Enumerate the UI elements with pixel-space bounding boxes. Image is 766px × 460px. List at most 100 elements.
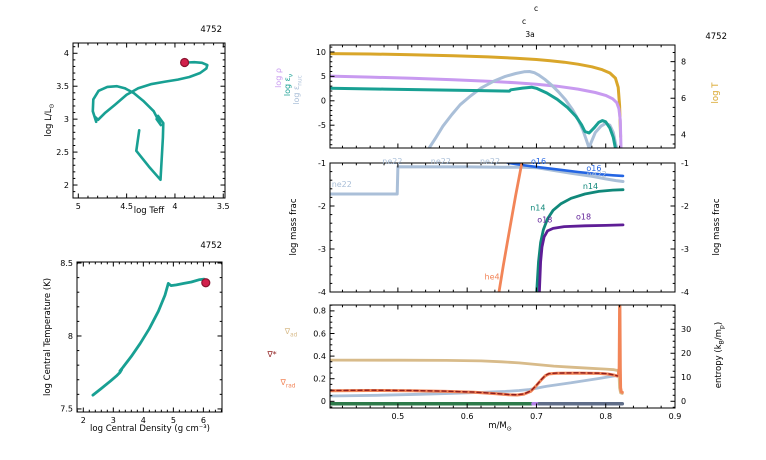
series-ne22 xyxy=(330,165,625,196)
curve-label-n14: n14 xyxy=(583,182,598,191)
label: -5 xyxy=(318,121,326,130)
axis-side-label: ∇rad​ xyxy=(280,378,296,389)
axis-side-label: ∇ad​ xyxy=(284,327,298,338)
label: 0.9 xyxy=(669,412,682,421)
label: 6 xyxy=(681,94,686,103)
label: 4 xyxy=(141,416,146,425)
series-log-rho xyxy=(330,74,623,148)
x-axis-label: log Teff xyxy=(134,206,166,216)
panel-profile-abundances: -1 -2 -3 -4 -1 -2 -3 -4 log mass frac log mass fr… xyxy=(289,157,722,297)
curve-label-o18: o18 xyxy=(537,215,552,224)
model-number-trho: 4752 xyxy=(200,241,222,251)
label: 4 xyxy=(172,202,177,211)
axis-side-label: log εnuc​ xyxy=(292,75,303,105)
curve-label-o16: o16 xyxy=(531,157,546,166)
model-number-hr: 4752 xyxy=(200,25,222,35)
series-o18 xyxy=(537,223,625,292)
curve-label-o16: o16 xyxy=(586,164,601,173)
label: 0 xyxy=(321,97,326,106)
series-grad-ad xyxy=(330,358,624,395)
curve-label-n14: n14 xyxy=(530,204,545,213)
series-hr-track xyxy=(91,60,209,182)
label: 5 xyxy=(76,202,81,211)
curve-label-ne22: ne22 xyxy=(480,157,500,166)
curve-label-ne22: ne22 xyxy=(431,157,451,166)
panel-hr-diagram: 5 4.5 4 3.5 2 2.5 3 3.5 4 log Teff log L/L⊙​ xyxy=(44,42,230,216)
label: 0.2 xyxy=(313,375,326,384)
label: 0 xyxy=(321,397,326,406)
label: -1 xyxy=(318,159,326,168)
axis-side-label: ∇* xyxy=(266,350,276,359)
axis-side-label: log ρ xyxy=(274,68,283,88)
burn-label-c2: c xyxy=(522,17,526,26)
label: 10 xyxy=(316,48,326,57)
panel-central-trho: 2 3 4 5 6 7.5 8 8.5 log Central Density (g cm⁻³)… xyxy=(43,259,223,434)
label: -3 xyxy=(318,245,326,254)
y-axis-label: log L/L⊙​ xyxy=(44,103,55,136)
label: 0.4 xyxy=(313,352,326,361)
label: 0.7 xyxy=(530,412,543,421)
axis-side-label: log T xyxy=(711,82,721,104)
model-number-grid: 4752 xyxy=(705,32,727,42)
burn-label-c1: c xyxy=(534,4,538,13)
label: 2 xyxy=(81,416,86,425)
label: 30 xyxy=(681,325,691,334)
label: -4 xyxy=(318,288,326,297)
label: 4 xyxy=(681,131,686,140)
series-trho-track xyxy=(91,277,208,397)
label: 3.5 xyxy=(217,202,230,211)
curve-label-he4: he4 xyxy=(485,272,500,281)
curve-label-ne22: ne22 xyxy=(587,170,607,179)
label: 8 xyxy=(681,57,686,66)
x-axis-label: log Central Density (g cm⁻³) xyxy=(90,424,210,434)
panel-frame xyxy=(329,44,676,149)
label: 3 xyxy=(64,115,69,124)
label: 20 xyxy=(681,349,691,358)
label: 7.5 xyxy=(60,405,73,414)
label: 0.5 xyxy=(392,412,405,421)
axis-side-label: entropy (kB​/mp​) xyxy=(714,322,725,388)
panel-profile-gradients: 0.5 0.6 0.7 0.8 0.9 0 0.2 0.4 0.6 0.8 0 10 20 30 m/M⊙​… xyxy=(266,304,725,432)
series-he4 xyxy=(497,163,524,292)
burn-label-3alpha: 3a xyxy=(525,30,534,39)
series-o16 xyxy=(504,163,625,178)
panel-frame xyxy=(329,162,676,293)
series-grad-T-actual xyxy=(330,372,619,396)
label: -2 xyxy=(681,202,689,211)
label: -2 xyxy=(318,202,326,211)
label: 6 xyxy=(201,416,206,425)
axis-side-label: log mass frac xyxy=(712,198,722,255)
series-log-T xyxy=(330,52,623,139)
label: 5 xyxy=(321,72,326,81)
series-entropy xyxy=(330,373,622,398)
label: -1 xyxy=(681,159,689,168)
label: 0.8 xyxy=(313,307,326,316)
axis-side-label: log εν​ xyxy=(283,74,294,96)
label: 0.8 xyxy=(599,412,612,421)
curve-label-ne22: ne22 xyxy=(382,157,402,166)
label: 8 xyxy=(68,332,73,341)
label: 3 xyxy=(111,416,116,425)
axis-side-label: log mass frac xyxy=(289,198,299,255)
label: 3.5 xyxy=(56,82,69,91)
label: -4 xyxy=(681,288,689,297)
label: 5 xyxy=(171,416,176,425)
label: 0 xyxy=(681,397,686,406)
curve-label-o18: o18 xyxy=(576,213,591,222)
label: 2 xyxy=(64,181,69,190)
series-n14 xyxy=(535,188,625,292)
label: 2.5 xyxy=(56,148,69,157)
panel-frame xyxy=(72,42,226,199)
label: 4.5 xyxy=(120,202,133,211)
y-axis-label: log Central Temperature (K) xyxy=(43,278,53,396)
label: 10 xyxy=(681,373,691,382)
current-model-marker xyxy=(201,278,211,288)
x-axis-label: m/M⊙​ xyxy=(488,421,512,432)
label: 0.6 xyxy=(461,412,474,421)
label: -3 xyxy=(681,245,689,254)
series-log-eps-nuc xyxy=(427,70,619,148)
label: 0.6 xyxy=(313,329,326,338)
